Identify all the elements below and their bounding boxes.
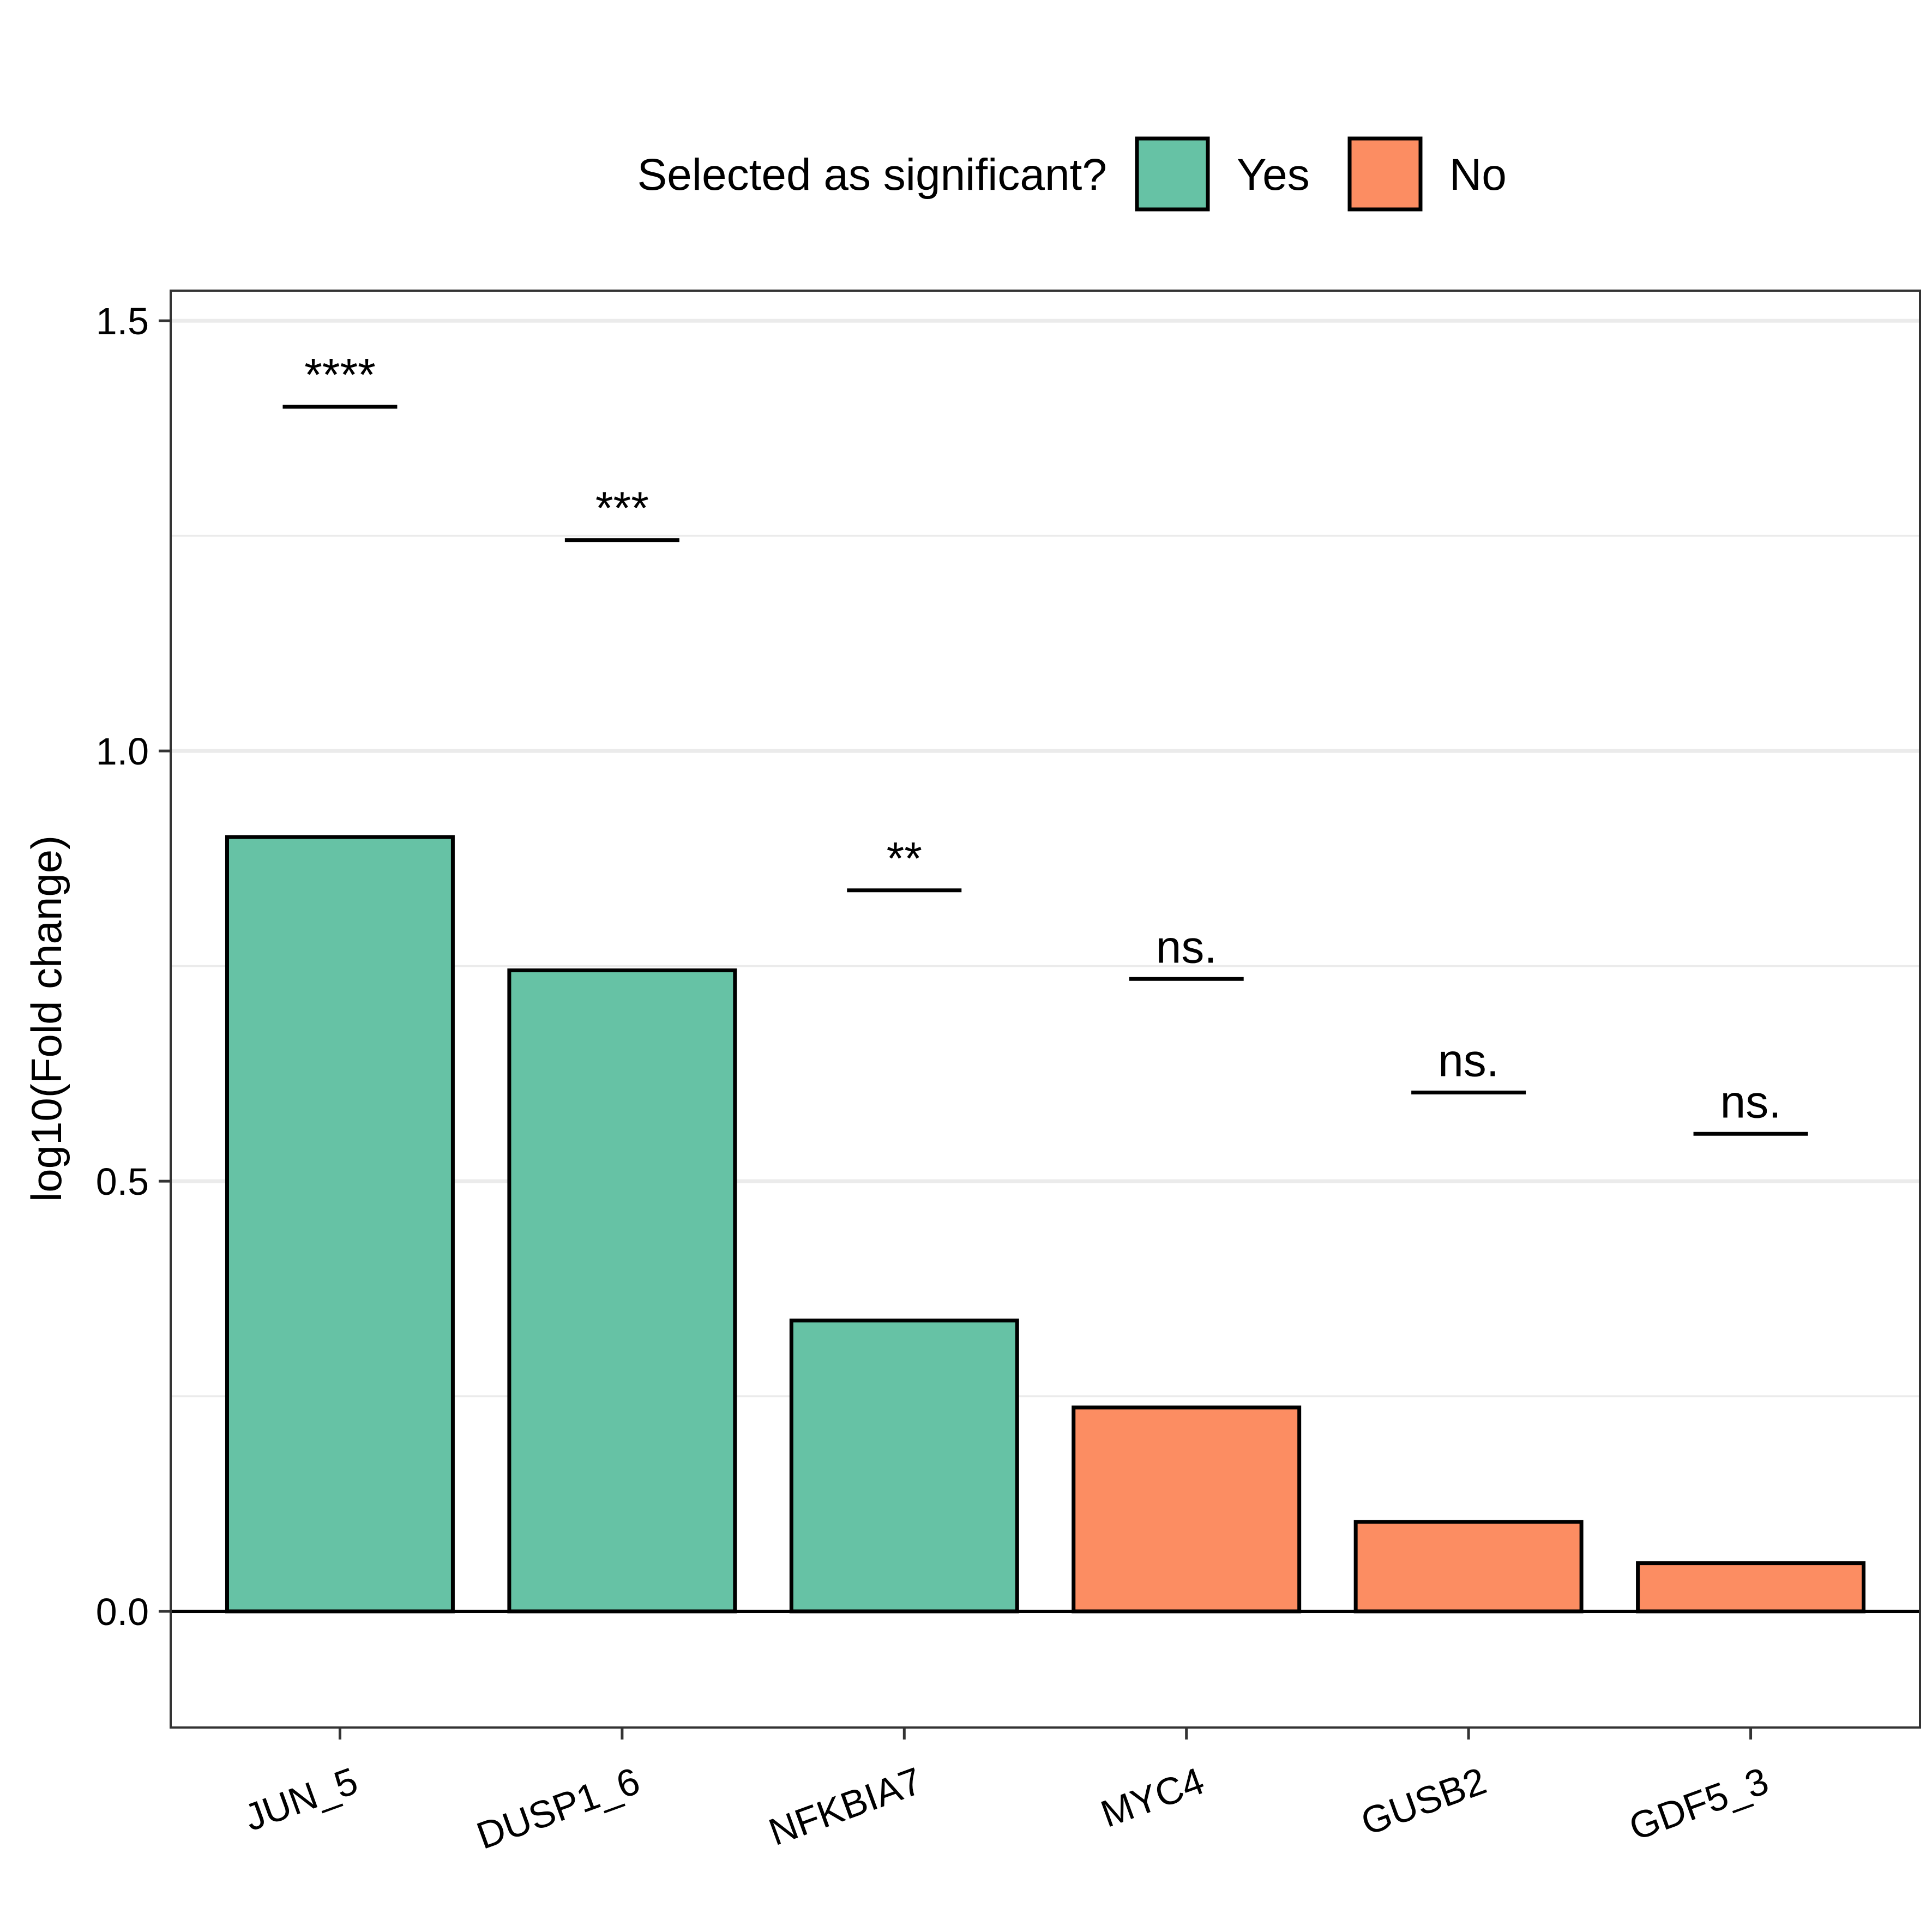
bar-nfkbia7 [789,1319,1019,1614]
significance-label: ns. [1438,1035,1499,1086]
bar-jun-5 [225,835,455,1614]
bar-dusp1-6 [507,968,737,1614]
legend-swatch-no [1347,136,1423,212]
significance-label: ns. [1720,1076,1781,1127]
panel-background [171,291,1920,1728]
significance-label: **** [304,349,376,400]
bar-gusb2 [1353,1520,1584,1614]
bars [225,835,1866,1614]
significance-annotations: *********ns.ns.ns. [282,349,1808,1136]
legend-swatch-yes [1135,136,1210,212]
legend-label-no: No [1449,150,1507,200]
bar-gdf5-3 [1636,1561,1866,1614]
bar-myc4 [1072,1405,1302,1614]
y-axis: 0.0 0.5 1.0 1.5 [96,300,171,1633]
legend-label-yes: Yes [1237,150,1310,200]
significance-label: ** [887,833,922,884]
y-tick-label: 1.0 [96,730,149,773]
y-tick-label: 1.5 [96,300,149,342]
plot-panel: *********ns.ns.ns. [170,290,1921,1729]
panel-border [170,290,1921,1729]
y-tick-label: 0.0 [96,1591,149,1633]
legend: Selected as significant? Yes No [637,136,1507,212]
significance-label: *** [595,483,649,534]
legend-title: Selected as significant? [637,150,1107,200]
y-tick-label: 0.5 [96,1160,149,1203]
y-axis-title: log10(Fold change) [22,835,70,1202]
significance-label: ns. [1156,921,1217,972]
